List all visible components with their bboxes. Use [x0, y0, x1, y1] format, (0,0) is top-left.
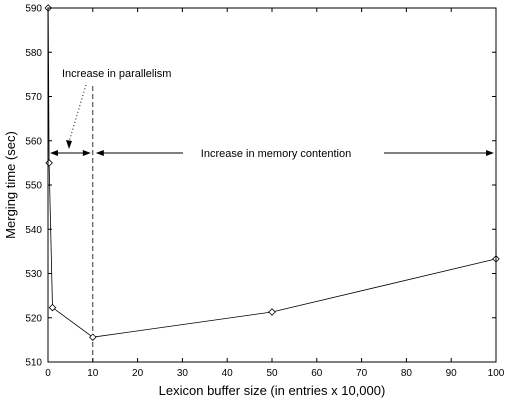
x-tick-label: 10 — [87, 368, 99, 379]
series-markers — [44, 4, 500, 341]
data-point-marker — [48, 303, 57, 312]
y-tick-label: 540 — [25, 225, 42, 236]
memory-arrowhead-left — [95, 150, 104, 156]
parallelism-arrowhead-right — [82, 150, 91, 156]
data-point-marker — [268, 308, 276, 316]
parallelism-annotation: Increase in parallelism — [62, 68, 171, 80]
annotations: Increase in parallelism Increase in memo… — [50, 68, 494, 362]
data-point-marker — [45, 159, 53, 167]
x-tick-label: 100 — [488, 368, 505, 379]
x-tick-label: 80 — [401, 368, 413, 379]
y-tick-label: 530 — [25, 269, 42, 280]
x-tick-label: 90 — [446, 368, 458, 379]
x-tick-label: 50 — [266, 368, 278, 379]
axis-ticks: 0 10 20 30 40 50 60 70 80 90 100 510 520 530 540 550 560… — [25, 4, 504, 380]
parallelism-pointer-arrowhead — [66, 140, 72, 149]
y-tick-label: 590 — [25, 4, 42, 15]
series-line — [47, 7, 497, 338]
y-tick-label: 570 — [25, 92, 42, 103]
memory-contention-annotation: Increase in memory contention — [201, 148, 351, 160]
y-axis-title: Merging time (sec) — [3, 131, 18, 239]
x-tick-label: 0 — [45, 368, 51, 379]
y-tick-label: 560 — [25, 136, 42, 147]
data-point-marker — [89, 333, 97, 341]
x-tick-label: 60 — [311, 368, 323, 379]
x-axis-title: Lexicon buffer size (in entries x 10,000… — [159, 383, 386, 398]
y-tick-label: 580 — [25, 48, 42, 59]
y-tick-label: 550 — [25, 181, 42, 192]
y-tick-label: 520 — [25, 313, 42, 324]
y-tick-label: 510 — [25, 358, 42, 369]
x-tick-label: 40 — [222, 368, 234, 379]
x-tick-label: 30 — [177, 368, 189, 379]
memory-arrowhead-right — [486, 150, 494, 156]
parallelism-pointer-line — [68, 84, 87, 143]
parallelism-arrowhead-left — [50, 150, 58, 156]
x-tick-label: 20 — [132, 368, 144, 379]
x-tick-label: 70 — [356, 368, 368, 379]
plot-area-frame — [47, 7, 497, 363]
